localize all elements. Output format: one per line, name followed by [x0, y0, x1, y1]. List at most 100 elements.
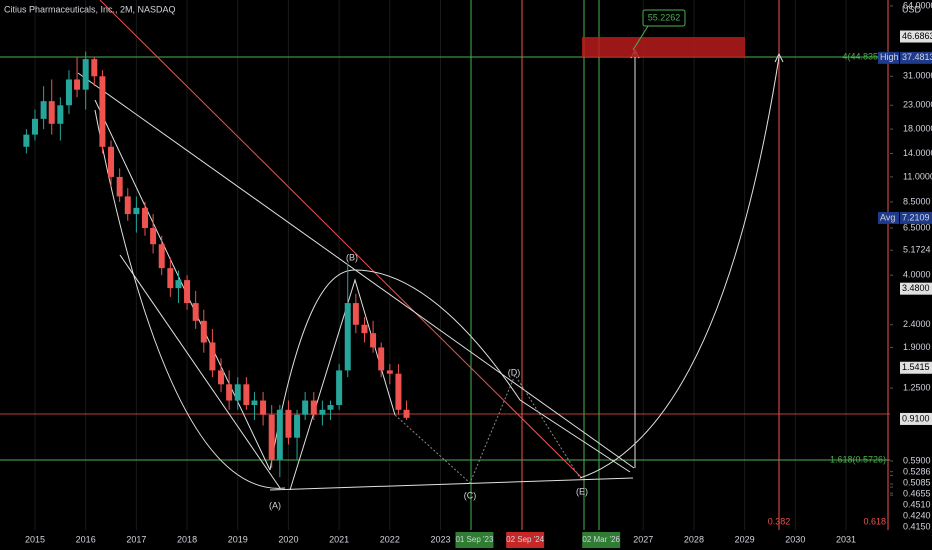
price-badge: [900, 51, 932, 64]
candle-body: [32, 118, 38, 135]
price-label: 4.0000: [903, 270, 931, 280]
candle-body: [319, 409, 326, 415]
candle-body: [294, 414, 301, 438]
candle-body: [74, 79, 81, 90]
wave-label: (A): [269, 500, 281, 510]
x-tick-label: 2019: [228, 534, 248, 544]
candle-body: [209, 342, 216, 371]
price-badge: [900, 361, 932, 374]
date-badge-label: 02 Mar '26: [582, 535, 620, 544]
candle-body: [218, 370, 225, 385]
candle-body: [370, 333, 377, 348]
candle-body: [141, 207, 148, 229]
candle-body: [116, 176, 123, 197]
candle-body: [361, 324, 368, 334]
price-label: 11.0000: [903, 171, 932, 181]
candle-body: [310, 400, 317, 415]
date-badge: [582, 532, 621, 548]
candle-body: [302, 400, 309, 415]
price-badge-label: 46.6863: [902, 31, 932, 41]
price-axis: [890, 0, 932, 550]
candle-body: [276, 409, 283, 460]
price-badge-label: 3.4800: [902, 283, 930, 293]
price-label: 64.0000: [903, 0, 932, 10]
price-badge-label: 37.4813: [902, 52, 932, 62]
candle-body: [150, 228, 157, 245]
x-tick-label: 2020: [278, 534, 298, 544]
date-badge: [455, 532, 494, 548]
price-badge: [900, 30, 932, 43]
price-label: 0.4510: [903, 499, 931, 509]
candle-body: [57, 105, 64, 124]
price-label: 0.5085: [903, 477, 931, 487]
candle-body: [48, 101, 55, 124]
fib-label: 0.618: [863, 516, 886, 526]
date-badge-label: 02 Sep '24: [506, 535, 545, 544]
candles: [23, 51, 410, 478]
price-label: 8.5000: [903, 196, 931, 206]
x-tick-label: 2021: [329, 534, 349, 544]
wave-label: (D): [508, 367, 521, 377]
x-tick-label: 2015: [25, 534, 45, 544]
candle-body: [99, 76, 106, 147]
candle-body: [327, 405, 334, 410]
x-tick-label: 2029: [735, 534, 755, 544]
x-tick-label: 2022: [380, 534, 400, 544]
candle-body: [108, 146, 115, 177]
price-label: 5.1724: [903, 245, 931, 255]
fib-label: 0.382: [768, 516, 791, 526]
candle-body: [344, 303, 351, 371]
x-tick-label: 2023: [430, 534, 450, 544]
candle-body: [268, 414, 275, 460]
candle-body: [378, 347, 385, 371]
candle-body: [82, 59, 89, 90]
price-label: 23.0000: [903, 100, 932, 110]
price-label: 0.4150: [903, 521, 931, 531]
currency: USD: [902, 4, 922, 14]
date-badge: [506, 532, 545, 548]
price-badge: [900, 412, 932, 425]
tag-bg: [878, 211, 899, 224]
price-tag: High: [880, 52, 899, 62]
candle-body: [23, 134, 30, 147]
wave-label: (B): [346, 252, 358, 262]
candle-body: [65, 79, 72, 106]
price-label: 18.0000: [903, 123, 932, 133]
candle-body: [124, 196, 131, 215]
x-tick-label: 2018: [177, 534, 197, 544]
candle-body: [200, 320, 207, 343]
price-badge-label: 1.5415: [902, 362, 930, 372]
candle-body: [352, 303, 359, 325]
tag-bg: [878, 51, 899, 64]
price-label: 14.0000: [903, 148, 932, 158]
target-label: 55.2262: [648, 12, 681, 22]
fib-label: 4(44.8353): [842, 51, 886, 61]
x-tick-label: 2028: [684, 534, 704, 544]
date-badge-label: 01 Sep '23: [455, 535, 494, 544]
grid: [34, 0, 847, 530]
price-badge-label: 7.2109: [902, 212, 930, 222]
price-badge-label: 0.9100: [902, 413, 930, 423]
chart-title: Citius Pharmaceuticals, Inc., 2M, NASDAQ: [4, 4, 176, 14]
x-tick-label: 2031: [836, 534, 856, 544]
price-badge: [900, 282, 932, 295]
price-label: 31.0000: [903, 71, 932, 81]
candle-body: [386, 370, 393, 374]
candle-body: [285, 409, 292, 438]
candle-body: [91, 59, 98, 77]
price-label: 0.5286: [903, 466, 931, 476]
price-badge: [900, 211, 932, 224]
candle-body: [251, 400, 258, 406]
candle-body: [403, 409, 410, 418]
price-label: 0.4655: [903, 488, 931, 498]
candle-body: [184, 280, 191, 304]
price-label: 1.2500: [903, 382, 931, 392]
candle-body: [192, 303, 199, 321]
x-tick-label: 2016: [76, 534, 96, 544]
candle-body: [336, 370, 343, 406]
candle-body: [234, 384, 241, 401]
price-tag: Avg: [880, 212, 895, 222]
candle-body: [243, 384, 250, 406]
